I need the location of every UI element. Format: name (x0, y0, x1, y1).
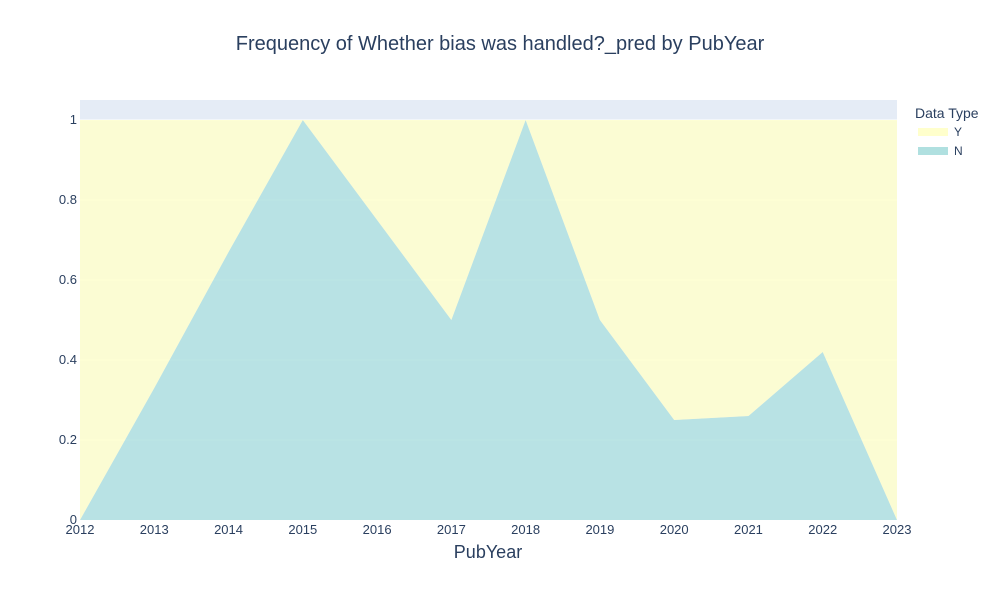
legend-label-Y: Y (954, 125, 962, 139)
x-tick-label-3: 2015 (288, 522, 317, 537)
x-tick-label-6: 2018 (511, 522, 540, 537)
area-series-Y[interactable] (80, 120, 897, 520)
legend-items: YN (918, 125, 963, 158)
legend-item-N[interactable]: N (918, 144, 963, 158)
area-series-N[interactable] (80, 120, 897, 520)
x-tick-label-9: 2021 (734, 522, 763, 537)
y-tick-label-2: 0.4 (59, 352, 77, 367)
x-tick-label-8: 2020 (660, 522, 689, 537)
y-tick-label-3: 0.6 (59, 272, 77, 287)
x-tick-label-11: 2023 (883, 522, 912, 537)
legend[interactable]: Data Type YN (915, 105, 979, 158)
chart-title: Frequency of Whether bias was handled?_p… (236, 33, 765, 55)
y-tick-label-4: 0.8 (59, 192, 77, 207)
y-tick-label-5: 1 (70, 112, 77, 127)
area-layer (80, 120, 897, 520)
y-tick-label-1: 0.2 (59, 432, 77, 447)
legend-item-Y[interactable]: Y (918, 125, 962, 139)
x-tick-label-4: 2016 (363, 522, 392, 537)
x-tick-label-1: 2013 (140, 522, 169, 537)
y-tick-label-0: 0 (70, 512, 77, 527)
x-tick-label-2: 2014 (214, 522, 243, 537)
legend-label-N: N (954, 144, 963, 158)
x-tick-label-5: 2017 (437, 522, 466, 537)
x-tick-label-0: 2012 (66, 522, 95, 537)
legend-swatch-N (918, 147, 948, 155)
x-axis-title: PubYear (454, 542, 522, 562)
x-tick-label-7: 2019 (585, 522, 614, 537)
y-axis-ticks: 0 0.2 0.4 0.6 0.8 1 (59, 112, 77, 527)
legend-swatch-Y (918, 128, 948, 136)
x-tick-label-10: 2022 (808, 522, 837, 537)
legend-title: Data Type (915, 105, 979, 121)
x-axis-ticks: 2012 2013 2014 2015 2016 2017 2018 2019 2020 2021… (66, 522, 912, 537)
